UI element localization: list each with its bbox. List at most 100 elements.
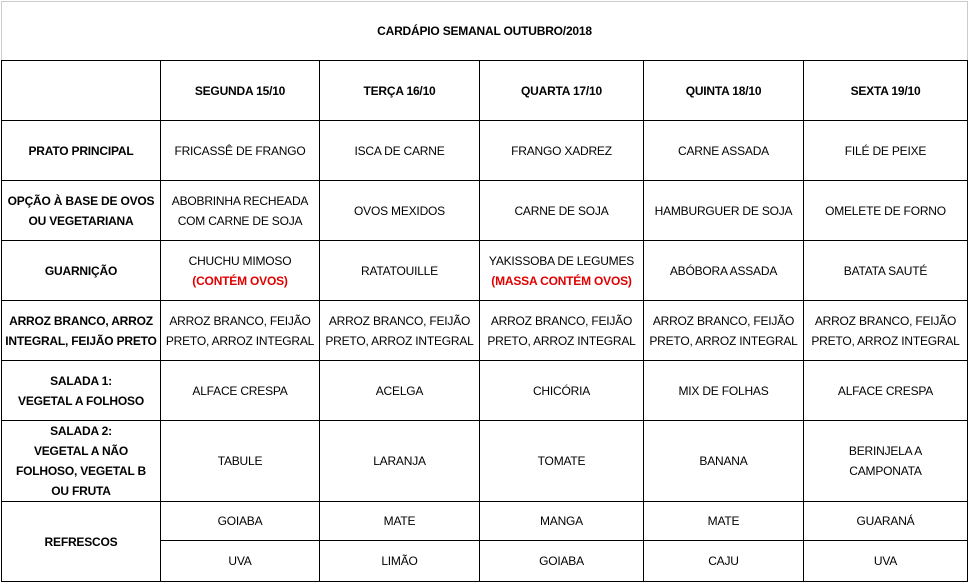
menu-cell: ABOBRINHA RECHEADA COM CARNE DE SOJA bbox=[160, 180, 320, 241]
menu-item-text: CHICÓRIA bbox=[532, 383, 591, 398]
day-header: SEGUNDA 15/10 bbox=[160, 60, 320, 121]
menu-cell: ABÓBORA ASSADA bbox=[643, 240, 804, 301]
drink-cell: MATE bbox=[319, 501, 480, 541]
drink-cell: MANGA bbox=[479, 501, 644, 541]
drink-cell: GOIABA bbox=[479, 540, 644, 582]
row-label: PRATO PRINCIPAL bbox=[1, 120, 161, 181]
day-header: QUARTA 17/10 bbox=[479, 60, 644, 121]
menu-item-text: BANANA bbox=[699, 454, 748, 468]
day-header: TERÇA 16/10 bbox=[319, 60, 480, 121]
row-label: GUARNIÇÃO bbox=[1, 240, 161, 301]
menu-item-text: ARROZ BRANCO, FEIJÃO bbox=[169, 313, 311, 328]
menu-cell: ACELGA bbox=[319, 360, 480, 421]
refrescos-row: UVA LIMÃO GOIABA CAJU UVA bbox=[2, 540, 968, 582]
menu-item-text: CHUCHU MIMOSO bbox=[188, 253, 292, 268]
menu-item-text: HAMBURGUER DE SOJA bbox=[654, 203, 793, 218]
drink-cell: GUARANÁ bbox=[803, 501, 968, 541]
row-label-line: OU FRUTA bbox=[51, 484, 111, 498]
menu-row: OPÇÃO À BASE DE OVOS OU VEGETARIANA ABOBRI… bbox=[1, 180, 968, 241]
menu-item-text: CAMPONATA bbox=[849, 464, 922, 478]
day-header: SEXTA 19/10 bbox=[803, 60, 968, 121]
row-label-line: SALADA 2: bbox=[50, 424, 112, 438]
menu-cell: YAKISSOBA DE LEGUMES (MASSA CONTÉM OVOS) bbox=[479, 240, 644, 301]
corner-cell bbox=[1, 60, 161, 121]
menu-cell: BERINJELA A CAMPONATA bbox=[803, 420, 968, 502]
menu-item-text: CARNE ASSADA bbox=[678, 143, 769, 158]
menu-cell: BATATA SAUTÉ bbox=[803, 240, 968, 301]
row-label-line: VEGETAL A NÃO bbox=[33, 444, 129, 458]
menu-cell: ARROZ BRANCO, FEIJÃO PRETO, ARROZ INTEGRA… bbox=[643, 300, 804, 361]
row-label: REFRESCOS bbox=[1, 501, 161, 582]
menu-item-text: ACELGA bbox=[375, 383, 424, 398]
menu-row: GUARNIÇÃO CHUCHU MIMOSO (CONTÉM OVOS) RATAT… bbox=[1, 240, 968, 301]
menu-row: SALADA 2: VEGETAL A NÃO FOLHOSO, VEGETAL B… bbox=[1, 420, 968, 502]
row-label-line: SALADA 1: bbox=[50, 373, 112, 388]
menu-cell: FRICASSÊ DE FRANGO bbox=[160, 120, 320, 181]
menu-cell: CHUCHU MIMOSO (CONTÉM OVOS) bbox=[160, 240, 320, 301]
menu-cell: RATATOUILLE bbox=[319, 240, 480, 301]
menu-item-text: ISCA DE CARNE bbox=[354, 143, 445, 158]
menu-item-text: BATATA SAUTÉ bbox=[843, 263, 928, 278]
menu-item-text: PRETO, ARROZ INTEGRAL bbox=[811, 333, 960, 348]
menu-cell: ALFACE CRESPA bbox=[803, 360, 968, 421]
drink-cell: UVA bbox=[803, 540, 968, 582]
row-label-line: OU VEGETARIANA bbox=[28, 213, 134, 228]
menu-item-text: FILÉ DE PEIXE bbox=[844, 143, 927, 158]
menu-item-text: PRETO, ARROZ INTEGRAL bbox=[649, 333, 798, 348]
menu-title: CARDÁPIO SEMANAL OUTUBRO/2018 bbox=[1, 1, 968, 61]
row-label-line: FOLHOSO, VEGETAL B bbox=[16, 464, 146, 478]
refrescos-row: REFRESCOS GOIABA MATE MANGA MATE GUARANÁ bbox=[1, 501, 968, 582]
menu-item-text: TABULE bbox=[217, 454, 263, 468]
menu-cell: ARROZ BRANCO, FEIJÃO PRETO, ARROZ INTEGRA… bbox=[319, 300, 480, 361]
menu-cell: HAMBURGUER DE SOJA bbox=[643, 180, 804, 241]
menu-item-text: CARNE DE SOJA bbox=[514, 203, 609, 218]
row-label: ARROZ BRANCO, ARROZ INTEGRAL, FEIJÃO PRET… bbox=[1, 300, 161, 361]
menu-item-text: ABOBRINHA RECHEADA bbox=[171, 193, 309, 208]
menu-item-text: OVOS MEXIDOS bbox=[354, 203, 445, 218]
menu-cell: CARNE ASSADA bbox=[643, 120, 804, 181]
menu-cell: OMELETE DE FORNO bbox=[803, 180, 968, 241]
menu-cell: ALFACE CRESPA bbox=[160, 360, 320, 421]
menu-row: SALADA 1: VEGETAL A FOLHOSO ALFACE CRESPA A… bbox=[1, 360, 968, 421]
menu-item-text: ARROZ BRANCO, FEIJÃO bbox=[490, 313, 633, 328]
menu-cell: ARROZ BRANCO, FEIJÃO PRETO, ARROZ INTEGRA… bbox=[160, 300, 320, 361]
menu-item-text: OMELETE DE FORNO bbox=[825, 203, 946, 218]
menu-item-text: ALFACE CRESPA bbox=[192, 383, 288, 398]
row-label-line: ARROZ BRANCO, ARROZ bbox=[9, 313, 153, 328]
menu-cell: BANANA bbox=[643, 420, 804, 502]
menu-item-text: BERINJELA A bbox=[848, 444, 923, 458]
row-label-line: PRATO PRINCIPAL bbox=[28, 143, 134, 158]
menu-item-text: ALFACE CRESPA bbox=[837, 383, 934, 398]
row-label: OPÇÃO À BASE DE OVOS OU VEGETARIANA bbox=[1, 180, 161, 241]
menu-item-text: FRICASSÊ DE FRANGO bbox=[174, 143, 306, 158]
drink-cell: MATE bbox=[643, 501, 804, 541]
menu-item-text: MIX DE FOLHAS bbox=[678, 383, 769, 398]
menu-cell: OVOS MEXIDOS bbox=[319, 180, 480, 241]
row-label-line: OPÇÃO À BASE DE OVOS bbox=[7, 193, 155, 208]
menu-cell: ISCA DE CARNE bbox=[319, 120, 480, 181]
menu-item-text: LARANJA bbox=[373, 454, 426, 468]
menu-item-text: COM CARNE DE SOJA bbox=[177, 213, 303, 228]
day-header: QUINTA 18/10 bbox=[643, 60, 804, 121]
allergen-warning: (MASSA CONTÉM OVOS) bbox=[491, 273, 632, 288]
row-label-line: GUARNIÇÃO bbox=[44, 263, 118, 278]
menu-item-text: RATATOUILLE bbox=[361, 263, 438, 278]
menu-cell: ARROZ BRANCO, FEIJÃO PRETO, ARROZ INTEGRA… bbox=[803, 300, 968, 361]
day-header-row: SEGUNDA 15/10 TERÇA 16/10 QUARTA 17/10 Q… bbox=[1, 60, 968, 121]
row-label-line: VEGETAL A FOLHOSO bbox=[18, 393, 144, 408]
menu-row: ARROZ BRANCO, ARROZ INTEGRAL, FEIJÃO PRET… bbox=[1, 300, 968, 361]
menu-item-text: YAKISSOBA DE LEGUMES bbox=[488, 253, 635, 268]
menu-cell: FILÉ DE PEIXE bbox=[803, 120, 968, 181]
drink-cell: UVA bbox=[160, 540, 320, 582]
menu-item-text: ABÓBORA ASSADA bbox=[669, 263, 778, 278]
drink-cell: LIMÃO bbox=[319, 540, 480, 582]
menu-cell: FRANGO XADREZ bbox=[479, 120, 644, 181]
drink-cell: CAJU bbox=[643, 540, 804, 582]
menu-item-text: FRANGO XADREZ bbox=[511, 143, 612, 158]
row-label: SALADA 2: VEGETAL A NÃO FOLHOSO, VEGETAL B… bbox=[1, 420, 161, 502]
menu-cell: TOMATE bbox=[479, 420, 644, 502]
menu-cell: TABULE bbox=[160, 420, 320, 502]
menu-item-text: TOMATE bbox=[537, 454, 586, 468]
menu-cell: CARNE DE SOJA bbox=[479, 180, 644, 241]
